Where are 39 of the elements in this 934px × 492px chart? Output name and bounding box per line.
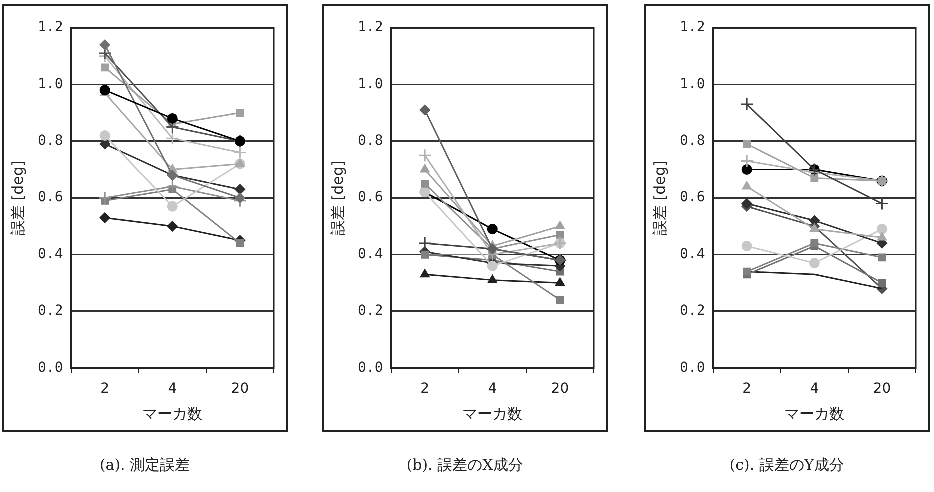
y-tick-label: 0.4: [358, 246, 384, 262]
y-tick-label: 1.2: [38, 20, 64, 36]
x-tick-label: 2: [742, 381, 752, 398]
y-tick-label: 0.6: [680, 190, 706, 206]
y-axis-title: 誤差 [deg]: [328, 160, 347, 236]
y-tick-label: 0.0: [680, 360, 706, 376]
x-tick-label: 20: [231, 381, 250, 398]
y-axis-title: 誤差 [deg]: [650, 160, 669, 236]
y-tick-label: 1.2: [680, 20, 706, 36]
y-tick-label: 0.0: [38, 360, 64, 376]
y-tick-label: 0.2: [680, 303, 706, 320]
y-tick-label: 1.0: [38, 76, 64, 92]
text: (a). 測定誤差: [98, 456, 192, 475]
x-axis-title: マーカ数: [462, 404, 523, 423]
y-tick-label: 0.4: [38, 246, 64, 262]
x-axis-title: マーカ数: [142, 404, 203, 423]
y-tick-label: 0.6: [358, 190, 384, 206]
x-tick-label: 20: [551, 381, 570, 398]
y-tick-label: 1.2: [358, 20, 384, 36]
x-tick-label: 4: [168, 381, 178, 398]
text: (c). 誤差のY成分: [728, 456, 846, 475]
y-tick-label: 0.4: [680, 246, 706, 262]
y-tick-label: 0.2: [38, 303, 64, 320]
y-tick-label: 1.0: [680, 76, 706, 92]
x-tick-label: 2: [100, 381, 110, 398]
y-tick-label: 0.8: [680, 133, 706, 150]
text: (b). 誤差のX成分: [406, 456, 524, 475]
x-tick-label: 4: [488, 381, 498, 398]
y-tick-label: 0.6: [38, 190, 64, 206]
x-tick-label: 2: [420, 381, 430, 398]
x-tick-label: 20: [873, 381, 892, 398]
y-tick-label: 0.2: [358, 303, 384, 320]
y-tick-label: 0.0: [358, 360, 384, 376]
y-axis-title: 誤差 [deg]: [8, 160, 27, 236]
y-tick-label: 1.0: [358, 76, 384, 92]
y-tick-label: 0.8: [358, 133, 384, 150]
y-tick-label: 0.8: [38, 133, 64, 150]
x-tick-label: 4: [810, 381, 820, 398]
x-axis-title: マーカ数: [784, 404, 845, 423]
